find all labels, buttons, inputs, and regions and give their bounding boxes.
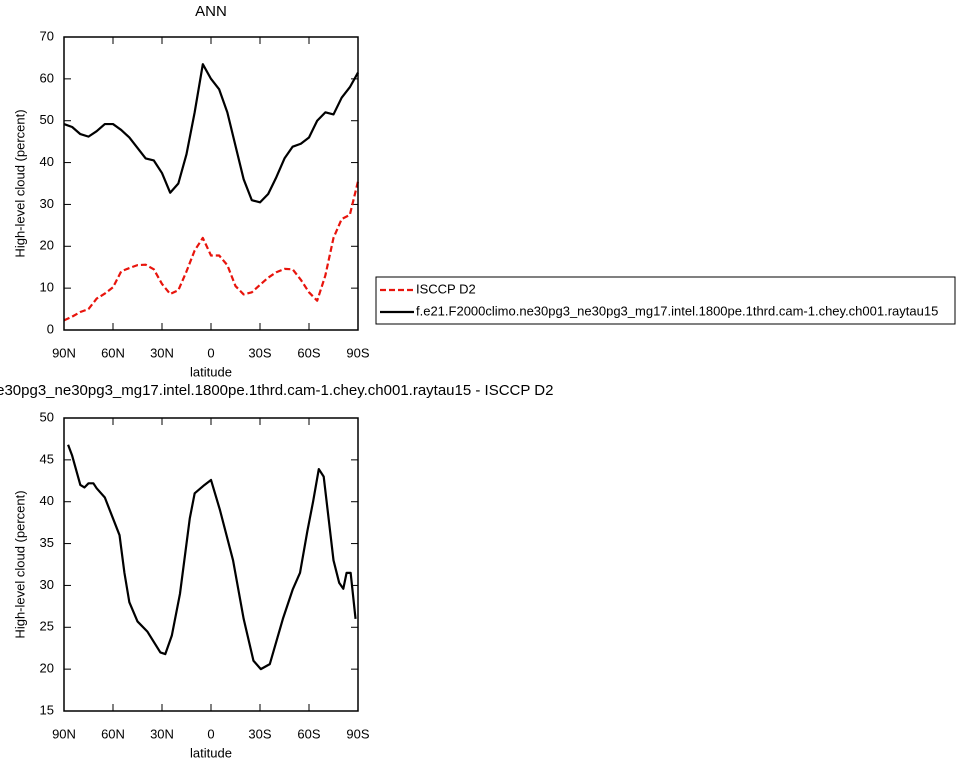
x-tick-label: 60N <box>101 345 125 360</box>
x-tick-label: 0 <box>207 345 214 360</box>
y-tick-label: 45 <box>40 451 54 466</box>
y-tick-label: 30 <box>40 196 54 211</box>
x-tick-label: 60N <box>101 726 125 741</box>
y-tick-label: 35 <box>40 535 54 550</box>
y-tick-label: 70 <box>40 28 54 43</box>
x-tick-label: 30N <box>150 345 174 360</box>
y-tick-label: 25 <box>40 619 54 634</box>
legend-box <box>375 276 956 325</box>
y-tick-label: 15 <box>40 702 54 717</box>
x-axis-label: latitude <box>190 364 232 379</box>
y-tick-label: 30 <box>40 577 54 592</box>
x-tick-label: 90S <box>346 726 369 741</box>
y-tick-label: 50 <box>40 112 54 127</box>
y-tick-label: 50 <box>40 409 54 424</box>
plot-frame <box>63 36 359 331</box>
data-line <box>67 444 357 671</box>
y-axis-label: High-level cloud (percent) <box>12 490 27 638</box>
x-axis-label: latitude <box>190 745 232 760</box>
y-tick-label: 40 <box>40 154 54 169</box>
x-tick-label: 30S <box>248 345 271 360</box>
plot-frame <box>63 417 359 712</box>
x-tick-label: 0 <box>207 726 214 741</box>
y-tick-label: 20 <box>40 661 54 676</box>
x-tick-label: 60S <box>297 345 320 360</box>
y-axis-label: High-level cloud (percent) <box>12 109 27 257</box>
chart-title: f.e21.F2000climo.ne30pg3_ne30pg3_mg17.in… <box>0 382 553 399</box>
y-tick-label: 40 <box>40 493 54 508</box>
data-line <box>63 63 359 204</box>
legend-label: f.e21.F2000climo.ne30pg3_ne30pg3_mg17.in… <box>416 303 938 318</box>
x-tick-label: 30N <box>150 726 174 741</box>
y-tick-label: 60 <box>40 70 54 85</box>
chart-title: ANN <box>195 3 227 20</box>
x-tick-label: 90N <box>52 345 76 360</box>
x-tick-label: 90S <box>346 345 369 360</box>
legend-label: ISCCP D2 <box>416 281 476 296</box>
x-tick-label: 30S <box>248 726 271 741</box>
x-tick-label: 60S <box>297 726 320 741</box>
y-tick-label: 10 <box>40 280 54 295</box>
data-line <box>63 181 360 322</box>
y-tick-label: 20 <box>40 238 54 253</box>
y-tick-label: 0 <box>47 321 54 336</box>
x-tick-label: 90N <box>52 726 76 741</box>
